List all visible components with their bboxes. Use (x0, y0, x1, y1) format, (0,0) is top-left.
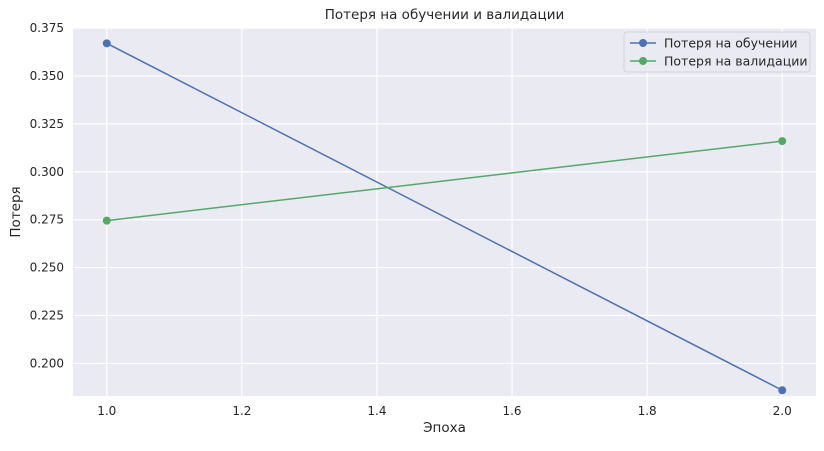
y-axis-ticks: 0.200 0.225 0.250 0.275 0.300 0.325 0.350 0.375 (30, 21, 64, 370)
x-tick-label: 1.8 (638, 404, 657, 418)
series-layer (102, 39, 787, 395)
legend-label: Потеря на валидации (664, 54, 807, 69)
y-tick-label: 0.350 (30, 69, 64, 83)
x-tick-label: 1.0 (97, 404, 116, 418)
legend-label: Потеря на обучении (664, 36, 798, 51)
y-tick-label: 0.200 (30, 356, 64, 370)
legend-marker (639, 39, 647, 47)
y-tick-label: 0.225 (30, 309, 64, 323)
y-tick-label: 0.250 (30, 261, 64, 275)
legend: Потеря на обучении Потеря на валидации (623, 31, 811, 73)
x-tick-label: 1.2 (232, 404, 251, 418)
legend-box (623, 31, 811, 73)
chart-title: Потеря на обучении и валидации (325, 7, 565, 23)
data-point (102, 39, 111, 48)
grid-lines (73, 27, 816, 396)
x-axis-ticks: 1.0 1.2 1.4 1.6 1.8 2.0 (97, 404, 792, 418)
legend-items: Потеря на обучении Потеря на валидации (630, 36, 807, 69)
data-point (778, 137, 787, 146)
data-point (102, 216, 111, 225)
legend-marker (639, 57, 647, 65)
series-line-2 (106, 140, 783, 222)
y-tick-label: 0.375 (30, 21, 64, 35)
y-tick-label: 0.275 (30, 213, 64, 227)
x-tick-label: 1.6 (502, 404, 521, 418)
x-tick-label: 2.0 (773, 404, 792, 418)
series-line-1 (106, 42, 783, 391)
x-tick-label: 1.4 (367, 404, 386, 418)
y-tick-label: 0.300 (30, 165, 64, 179)
y-tick-label: 0.325 (30, 117, 64, 131)
y-axis-label: Потеря (8, 186, 24, 237)
x-axis-label: Эпоха (423, 420, 466, 436)
data-point (778, 386, 787, 395)
